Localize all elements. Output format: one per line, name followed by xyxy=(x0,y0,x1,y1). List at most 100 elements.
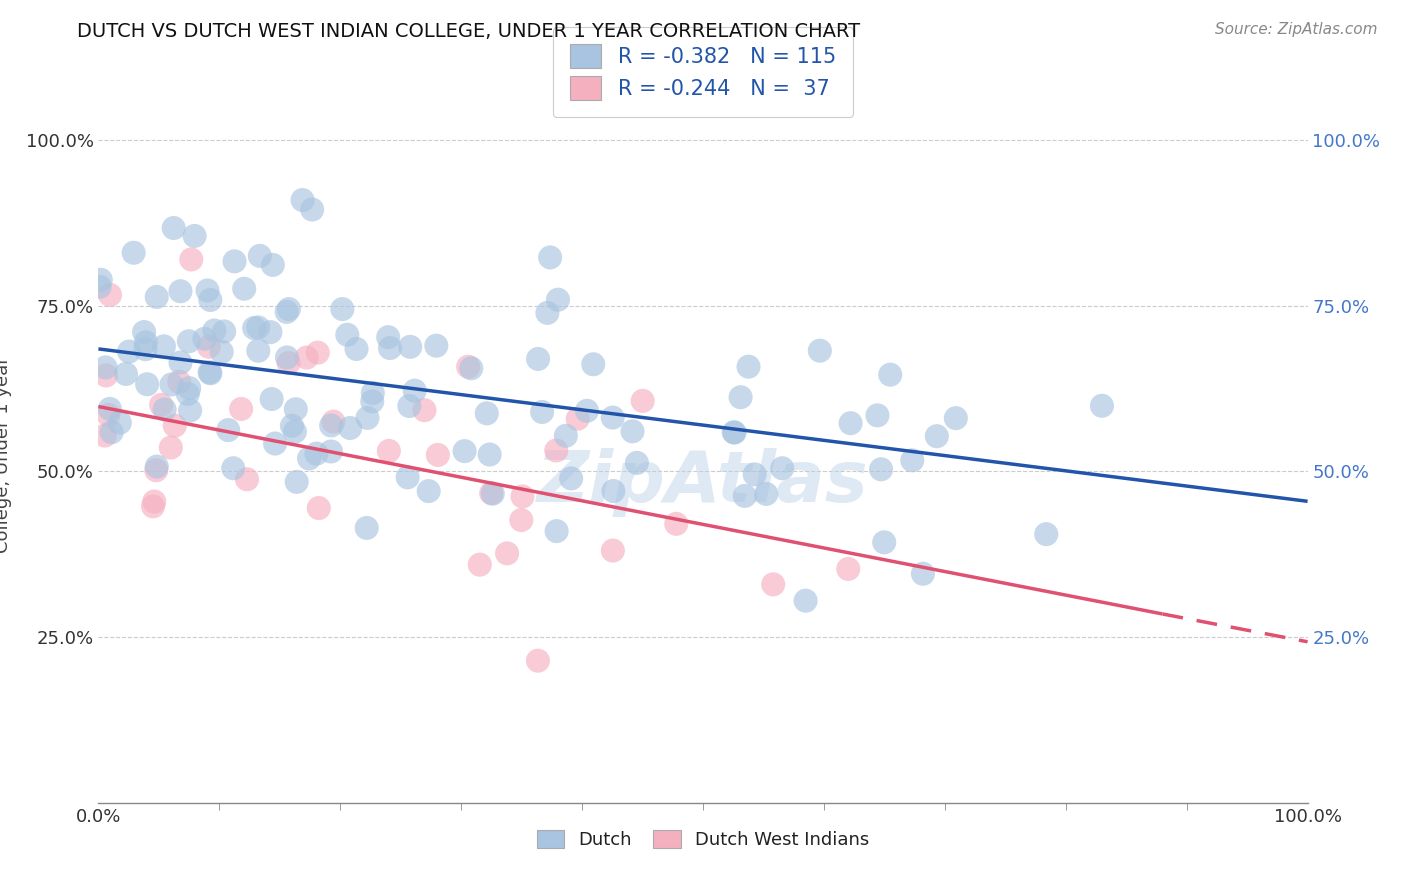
Point xyxy=(217,423,239,437)
Point xyxy=(911,566,934,581)
Point xyxy=(229,401,252,416)
Point xyxy=(794,593,817,607)
Point xyxy=(870,462,893,476)
Point xyxy=(142,500,165,514)
Point xyxy=(163,221,186,235)
Point xyxy=(233,282,256,296)
Point xyxy=(284,425,307,439)
Point xyxy=(602,543,624,558)
Point xyxy=(356,411,378,425)
Point xyxy=(264,436,287,450)
Point xyxy=(285,475,308,489)
Point xyxy=(305,447,328,461)
Point xyxy=(321,418,343,433)
Point xyxy=(425,339,447,353)
Point xyxy=(98,288,121,302)
Point xyxy=(90,273,112,287)
Point xyxy=(143,494,166,508)
Point xyxy=(602,410,624,425)
Point xyxy=(538,251,561,265)
Point xyxy=(457,359,479,374)
Point xyxy=(136,377,159,392)
Point xyxy=(426,448,449,462)
Point xyxy=(134,342,156,356)
Point xyxy=(378,444,401,458)
Point xyxy=(453,444,475,458)
Point xyxy=(531,405,554,419)
Point xyxy=(510,513,533,527)
Point xyxy=(330,302,353,317)
Point xyxy=(276,305,298,319)
Text: Source: ZipAtlas.com: Source: ZipAtlas.com xyxy=(1215,22,1378,37)
Point xyxy=(361,386,384,401)
Point xyxy=(527,351,550,366)
Point xyxy=(621,425,644,439)
Point xyxy=(744,467,766,482)
Point xyxy=(197,340,219,354)
Point xyxy=(159,441,181,455)
Point xyxy=(145,290,167,304)
Point xyxy=(418,484,440,499)
Point xyxy=(879,368,901,382)
Point xyxy=(169,284,191,298)
Point xyxy=(378,341,401,355)
Point xyxy=(222,461,245,475)
Point xyxy=(276,351,298,365)
Point xyxy=(319,444,342,458)
Point xyxy=(1091,399,1114,413)
Point xyxy=(839,416,862,430)
Point xyxy=(762,577,785,591)
Point xyxy=(346,342,368,356)
Point xyxy=(723,425,745,440)
Point xyxy=(277,356,299,370)
Point xyxy=(177,334,200,349)
Point xyxy=(481,486,503,500)
Point xyxy=(536,306,558,320)
Point xyxy=(153,339,176,353)
Point xyxy=(197,284,219,298)
Point xyxy=(723,425,745,440)
Text: ZipAtlas: ZipAtlas xyxy=(537,449,869,517)
Point xyxy=(866,409,889,423)
Point xyxy=(183,228,205,243)
Point xyxy=(496,546,519,560)
Point xyxy=(115,367,138,381)
Point xyxy=(236,472,259,486)
Legend: Dutch, Dutch West Indians: Dutch, Dutch West Indians xyxy=(530,822,876,856)
Point xyxy=(281,418,304,433)
Point xyxy=(94,428,117,442)
Point xyxy=(247,320,270,334)
Point xyxy=(377,330,399,344)
Point xyxy=(284,402,307,417)
Point xyxy=(179,381,201,395)
Point xyxy=(243,321,266,335)
Point xyxy=(339,421,361,435)
Point xyxy=(150,398,173,412)
Point xyxy=(94,368,117,383)
Point xyxy=(163,418,186,433)
Point xyxy=(873,535,896,549)
Point xyxy=(153,402,176,417)
Point xyxy=(291,193,314,207)
Point xyxy=(193,332,215,346)
Point xyxy=(356,521,378,535)
Point xyxy=(361,394,384,409)
Point xyxy=(211,344,233,359)
Point xyxy=(755,487,778,501)
Text: DUTCH VS DUTCH WEST INDIAN COLLEGE, UNDER 1 YEAR CORRELATION CHART: DUTCH VS DUTCH WEST INDIAN COLLEGE, UNDE… xyxy=(77,22,860,41)
Point xyxy=(665,516,688,531)
Point xyxy=(730,390,752,404)
Point xyxy=(546,524,568,538)
Point xyxy=(527,654,550,668)
Point xyxy=(602,483,624,498)
Point xyxy=(200,366,222,380)
Point xyxy=(298,451,321,466)
Point xyxy=(512,490,534,504)
Point xyxy=(336,327,359,342)
Y-axis label: College, Under 1 year: College, Under 1 year xyxy=(0,357,11,553)
Point xyxy=(179,403,201,417)
Point xyxy=(575,404,598,418)
Point xyxy=(737,359,759,374)
Point xyxy=(808,343,831,358)
Point xyxy=(925,429,948,443)
